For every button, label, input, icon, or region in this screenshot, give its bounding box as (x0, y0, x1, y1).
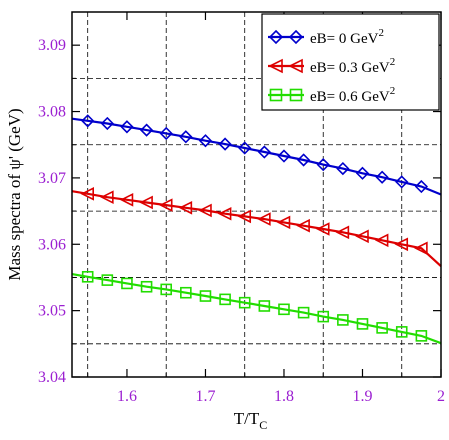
x-tick-label: 1.7 (195, 388, 215, 405)
legend-entry: eB= 0 GeV2 (268, 27, 384, 47)
data-point-triangle (414, 241, 428, 256)
legend-label-text: eB= 0.3 GeV (310, 60, 390, 76)
series-line (71, 117, 442, 196)
data-point-diamond (81, 114, 95, 128)
data-point-diamond (159, 126, 173, 141)
data-point-diamond (268, 29, 284, 45)
data-point-triangle (276, 215, 291, 230)
data-point-diamond (414, 179, 429, 194)
data-point-triangle (394, 237, 409, 252)
data-point-square (376, 322, 388, 334)
y-axis-label: Mass spectra of ψ' (GeV) (5, 108, 24, 280)
legend-label: eB= 0 GeV2 (310, 27, 384, 47)
legend-label-text: eB= 0 GeV (310, 31, 379, 47)
data-point-triangle (178, 200, 193, 215)
data-point-diamond (238, 141, 252, 155)
x-axis-label-main: T/T (234, 409, 260, 428)
series-3 (71, 270, 442, 345)
data-point-diamond (395, 175, 409, 189)
data-point-triangle (100, 190, 114, 204)
data-point-square (415, 330, 428, 342)
data-point-square (356, 318, 369, 330)
data-point-square (199, 290, 212, 302)
data-point-triangle (374, 233, 389, 248)
y-tick-label: 3.08 (38, 104, 66, 121)
data-point-triangle (288, 58, 303, 74)
legend-label-superscript: 2 (390, 85, 396, 97)
legend-label: eB= 0.3 GeV2 (310, 56, 395, 76)
data-point-triangle (315, 222, 330, 236)
data-point-square (289, 88, 303, 102)
y-tick-label: 3.04 (38, 369, 66, 386)
data-point-square (121, 277, 133, 290)
legend-entry: eB= 0.3 GeV2 (268, 56, 395, 76)
series-1 (71, 114, 442, 196)
data-point-square (297, 306, 310, 319)
legend-label-superscript: 2 (378, 27, 384, 39)
x-tick-label: 1.9 (352, 388, 372, 405)
x-axis-label-subscript: C (259, 418, 267, 432)
data-point-diamond (316, 158, 330, 172)
data-point-square (219, 293, 231, 306)
data-point-triangle (335, 225, 350, 240)
data-point-square (180, 286, 192, 299)
legend-entry: eB= 0.6 GeV2 (268, 85, 395, 105)
data-point-square (395, 326, 408, 338)
data-point-square (317, 310, 330, 323)
data-point-triangle (139, 195, 153, 210)
data-point-square (278, 303, 290, 316)
axis-ticks: 1.6 1.7 1.8 1.9 2 3.04 3.05 3.06 3.07 3.08 3.09 (38, 12, 445, 405)
data-point-square (258, 300, 271, 312)
data-point-triangle (296, 218, 310, 233)
y-tick-label: 3.07 (38, 170, 66, 187)
data-point-diamond (288, 29, 304, 45)
data-point-triangle (217, 206, 232, 221)
plot-frame (71, 11, 442, 378)
x-tick-label: 2 (437, 388, 445, 405)
x-tick-label: 1.8 (274, 388, 294, 405)
legend-label-text: eB= 0.6 GeV (310, 89, 390, 105)
data-point-triangle (198, 203, 212, 218)
series-line (71, 273, 442, 345)
data-point-square (269, 88, 283, 102)
data-point-diamond (120, 120, 134, 134)
x-axis-label: T/TC (234, 409, 268, 432)
x-tick-label: 1.6 (117, 388, 137, 405)
data-point-diamond (355, 166, 370, 180)
data-point-triangle (268, 58, 283, 74)
data-point-square (160, 283, 173, 296)
data-point-triangle (80, 187, 95, 201)
data-point-diamond (179, 130, 193, 144)
data-point-triangle (119, 193, 134, 207)
data-point-diamond (375, 170, 389, 184)
data-point-diamond (218, 137, 232, 151)
y-tick-label: 3.06 (38, 236, 66, 253)
data-point-square (238, 296, 251, 309)
data-point-diamond (198, 134, 213, 148)
data-point-square (140, 280, 153, 293)
data-point-triangle (355, 229, 369, 244)
data-point-diamond (100, 116, 114, 131)
legend-label: eB= 0.6 GeV2 (310, 85, 395, 105)
y-tick-label: 3.05 (38, 303, 66, 320)
legend-label-superscript: 2 (390, 56, 396, 68)
data-point-diamond (277, 149, 291, 163)
data-point-diamond (139, 123, 154, 137)
data-point-square (337, 314, 349, 326)
series-layer (71, 114, 442, 345)
data-point-diamond (336, 161, 350, 176)
data-point-triangle (158, 198, 173, 212)
data-point-triangle (237, 209, 252, 224)
series-2 (71, 187, 442, 268)
data-point-diamond (296, 153, 311, 167)
data-point-diamond (257, 145, 271, 159)
data-point-square (81, 270, 94, 283)
y-tick-label: 3.09 (38, 37, 66, 54)
data-point-triangle (257, 212, 271, 226)
data-point-square (101, 274, 114, 286)
